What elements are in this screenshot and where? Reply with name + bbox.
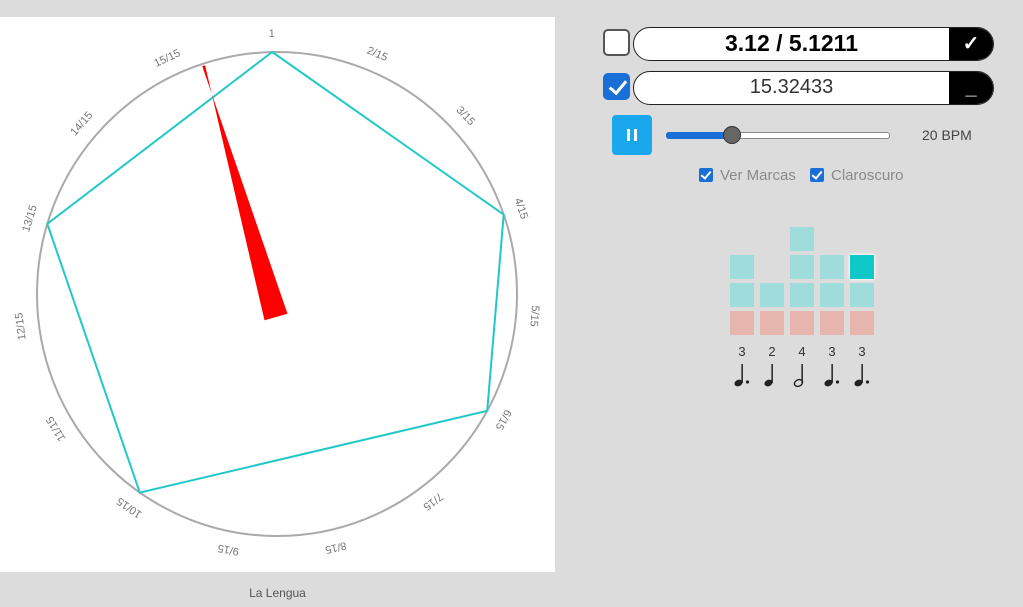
decimal-field-row: 15.32433 _ bbox=[603, 71, 995, 105]
dial-label: 10/15 bbox=[115, 495, 144, 521]
dotted-quarter-note-icon bbox=[820, 362, 844, 388]
beat-cell[interactable] bbox=[730, 255, 754, 279]
group-count: 3 bbox=[858, 344, 866, 359]
dial-label: 4/15 bbox=[512, 197, 530, 221]
beat-cell[interactable] bbox=[760, 283, 784, 307]
ratio-input[interactable]: 3.12 / 5.1211 ✓ bbox=[633, 27, 994, 61]
dial-label: 9/15 bbox=[217, 541, 240, 557]
footer-label: La Lengua bbox=[249, 586, 306, 600]
dial-label: 8/15 bbox=[324, 539, 348, 556]
beat-cell-accent[interactable] bbox=[850, 311, 874, 335]
pause-button[interactable] bbox=[612, 115, 652, 155]
rhythm-dial: 12/153/154/155/156/157/158/159/1510/1511… bbox=[13, 28, 541, 557]
decimal-underscore-button[interactable]: _ bbox=[949, 72, 993, 104]
beat-cell-accent[interactable] bbox=[820, 311, 844, 335]
group-count: 3 bbox=[828, 344, 836, 359]
ratio-field-row: 3.12 / 5.1211 ✓ bbox=[603, 27, 995, 61]
rhythm-dial-canvas[interactable]: 1 2/15 3/15 4/15 5/15 6/15 7/15 8/15 9/15 10/15 11… bbox=[0, 17, 555, 572]
beat-cell-accent[interactable] bbox=[760, 311, 784, 335]
dial-label: 14/15 bbox=[68, 110, 95, 139]
dotted-quarter-note-icon bbox=[850, 362, 874, 388]
beat-cell[interactable] bbox=[790, 283, 814, 307]
dial-label: 15/15 bbox=[152, 47, 182, 70]
ver-marcas-checkbox[interactable] bbox=[699, 168, 713, 182]
beat-cell[interactable] bbox=[730, 283, 754, 307]
ratio-confirm-button[interactable]: ✓ bbox=[949, 28, 993, 60]
dial-label: 6/15 bbox=[493, 407, 514, 432]
dial-label: 7/15 bbox=[421, 490, 445, 512]
dial-hand bbox=[202, 65, 288, 321]
group-count: 3 bbox=[738, 344, 746, 359]
dial-label: 13/15 bbox=[20, 204, 39, 234]
dial-label: 11/15 bbox=[44, 414, 68, 443]
slider-fill bbox=[666, 132, 733, 139]
beat-cell[interactable] bbox=[820, 283, 844, 307]
dial-circle bbox=[36, 51, 518, 537]
ratio-value[interactable]: 3.12 / 5.1211 bbox=[724, 30, 858, 56]
group-count: 4 bbox=[798, 344, 806, 359]
beat-cell[interactable] bbox=[790, 255, 814, 279]
dial-label: 5/15 bbox=[527, 305, 541, 327]
bpm-label: 20 BPM bbox=[922, 127, 972, 143]
dial-label: 1 bbox=[269, 28, 275, 40]
dial-label: 3/15 bbox=[454, 104, 477, 128]
dotted-quarter-note-icon bbox=[730, 362, 754, 388]
beat-cell-accent[interactable] bbox=[730, 311, 754, 335]
claroscuro-checkbox[interactable] bbox=[810, 168, 824, 182]
beat-cell-accent[interactable] bbox=[790, 311, 814, 335]
beat-cell[interactable] bbox=[850, 255, 874, 279]
ver-marcas-label[interactable]: Ver Marcas bbox=[720, 167, 796, 184]
decimal-value[interactable]: 15.32433 bbox=[749, 76, 834, 98]
beat-cell[interactable] bbox=[850, 283, 874, 307]
claroscuro-label[interactable]: Claroscuro bbox=[831, 167, 904, 184]
pentagon-polygon bbox=[46, 50, 505, 494]
dial-label: 2/15 bbox=[365, 45, 389, 64]
half-note-icon bbox=[790, 362, 814, 388]
group-count: 2 bbox=[768, 344, 776, 359]
dial-label: 12/15 bbox=[13, 312, 28, 341]
ratio-checkbox[interactable] bbox=[603, 29, 630, 56]
beat-cell[interactable] bbox=[790, 227, 814, 251]
decimal-checkbox[interactable] bbox=[603, 73, 630, 100]
slider-thumb[interactable] bbox=[723, 126, 742, 144]
decimal-input[interactable]: 15.32433 _ bbox=[633, 71, 994, 105]
quarter-note-icon bbox=[760, 362, 784, 388]
tempo-slider[interactable] bbox=[666, 126, 890, 144]
beat-cell[interactable] bbox=[820, 255, 844, 279]
